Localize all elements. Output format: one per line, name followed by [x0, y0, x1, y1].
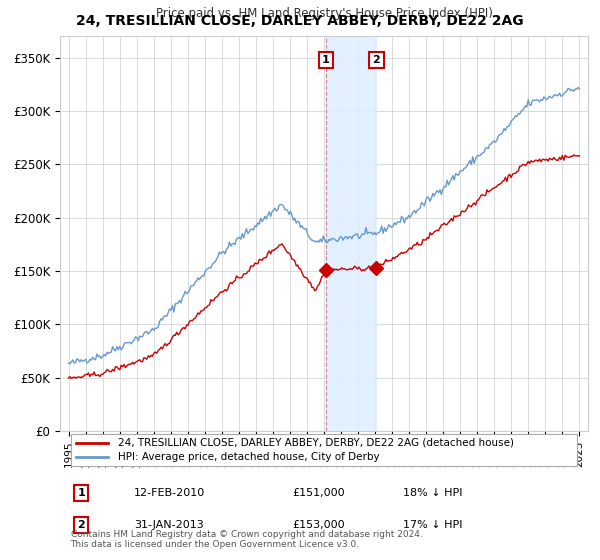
Text: 24, TRESILLIAN CLOSE, DARLEY ABBEY, DERBY, DE22 2AG: 24, TRESILLIAN CLOSE, DARLEY ABBEY, DERB…	[76, 14, 524, 28]
Text: 2: 2	[373, 55, 380, 65]
Text: 12-FEB-2010: 12-FEB-2010	[134, 488, 205, 498]
Text: 18% ↓ HPI: 18% ↓ HPI	[403, 488, 463, 498]
Text: 31-JAN-2013: 31-JAN-2013	[134, 520, 203, 530]
Bar	[326, 36, 376, 431]
FancyBboxPatch shape	[71, 433, 577, 465]
Text: HPI: Average price, detached house, City of Derby: HPI: Average price, detached house, City…	[118, 451, 380, 461]
Text: £153,000: £153,000	[292, 520, 345, 530]
Text: 2: 2	[77, 520, 85, 530]
Text: 24, TRESILLIAN CLOSE, DARLEY ABBEY, DERBY, DE22 2AG (detached house): 24, TRESILLIAN CLOSE, DARLEY ABBEY, DERB…	[118, 437, 514, 447]
Text: Contains HM Land Registry data © Crown copyright and database right 2024.
This d: Contains HM Land Registry data © Crown c…	[71, 530, 422, 549]
Text: 1: 1	[77, 488, 85, 498]
Text: £151,000: £151,000	[292, 488, 345, 498]
Title: Price paid vs. HM Land Registry's House Price Index (HPI): Price paid vs. HM Land Registry's House …	[155, 7, 493, 20]
Text: 17% ↓ HPI: 17% ↓ HPI	[403, 520, 463, 530]
Text: 1: 1	[322, 55, 330, 65]
